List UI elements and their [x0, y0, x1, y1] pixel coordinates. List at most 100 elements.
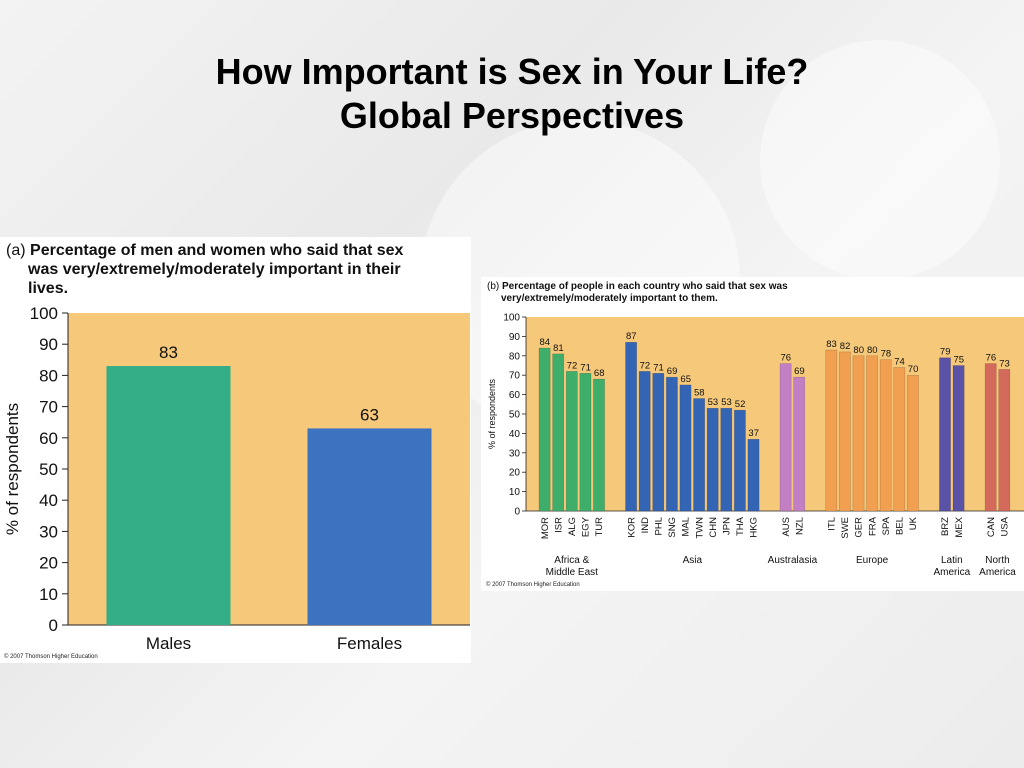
chart-b-category-label: USA [1000, 516, 1011, 536]
chart-b-title: (b) Percentage of people in each country… [487, 281, 1017, 305]
chart-b-data-label: 37 [748, 428, 759, 439]
chart-a-plot: 0 10 20 30 40 50 60 70 80 90 100 % of respondents 83… [3, 304, 470, 653]
chart-b-category-label: JPN [722, 517, 733, 535]
chart-a-bar [307, 428, 432, 625]
chart-a-ytick-label: 70 [39, 398, 58, 417]
chart-b-data-label: 73 [999, 358, 1010, 369]
chart-b-bar [679, 384, 692, 512]
chart-b-data-label: 69 [667, 366, 678, 377]
chart-b-data-label: 69 [794, 366, 805, 377]
chart-b-group-label: Europe [856, 555, 889, 566]
chart-b-data-label: 75 [954, 355, 965, 366]
chart-b-group-label: America [933, 567, 970, 578]
chart-b-title-line1: Percentage of people in each country who… [502, 281, 788, 292]
chart-b-data-label: 87 [626, 331, 637, 342]
chart-b-bar [593, 378, 605, 512]
chart-b-bar [866, 355, 878, 512]
chart-b-category-label: MEX [954, 516, 965, 537]
chart-b-ytick-label: 60 [509, 390, 521, 401]
chart-b-ytick-label: 50 [509, 410, 521, 421]
chart-b-bar [839, 351, 851, 512]
chart-b-category-label: MAL [681, 517, 692, 537]
chart-a-ytick-label: 90 [39, 335, 58, 354]
chart-b-category-label: CHN [708, 517, 719, 538]
chart-b-data-label: 80 [867, 345, 878, 356]
chart-b-bar [852, 355, 865, 512]
chart-b-category-label: IND [640, 517, 651, 534]
chart-b-bar [720, 407, 733, 512]
chart-a-category-label: Males [146, 634, 191, 653]
chart-b-ytick-label: 40 [509, 429, 521, 440]
chart-a-tag: (a) [6, 242, 26, 259]
chart-a-title: (a) Percentage of men and women who said… [6, 241, 468, 298]
chart-a-data-label: 63 [360, 405, 379, 424]
chart-a-ytick-label: 20 [39, 554, 58, 573]
chart-b-bar [652, 373, 665, 512]
chart-b-data-label: 71 [580, 362, 591, 373]
chart-b-group-label: Latin [941, 555, 963, 566]
chart-b-data-label: 71 [653, 362, 664, 373]
chart-b-data-label: 53 [708, 397, 719, 408]
chart-a-credit: © 2007 Thomson Higher Education [4, 654, 98, 660]
chart-b-group-label: Asia [683, 555, 703, 566]
chart-b-bar [734, 409, 746, 512]
chart-b-bar [879, 359, 892, 512]
chart-panel-b: (b) Percentage of people in each country… [481, 277, 1024, 591]
chart-b-category-label: THA [735, 516, 746, 536]
slide-title-line2: Global Perspectives [339, 95, 685, 136]
chart-b-data-label: 72 [567, 360, 578, 371]
chart-a-category-label: Females [337, 634, 402, 653]
chart-b-bar [793, 376, 806, 512]
chart-a-y-axis-label: % of respondents [3, 403, 22, 535]
chart-b-bar [638, 371, 651, 512]
chart-b-ytick-label: 10 [509, 487, 521, 498]
chart-b-bar [666, 376, 678, 512]
chart-a-ytick-label: 30 [39, 522, 58, 541]
chart-a-bar [106, 366, 231, 625]
chart-b-data-label: 76 [986, 353, 997, 364]
chart-b-ytick-label: 20 [509, 468, 521, 479]
chart-a-ytick-label: 0 [49, 616, 58, 635]
chart-b-bar [893, 367, 906, 512]
chart-b-category-label: HKG [749, 517, 760, 538]
chart-b-category-label: SNG [667, 517, 678, 538]
chart-b-category-label: EGY [581, 516, 592, 537]
chart-b-bar [984, 363, 997, 512]
chart-b-category-label: BRZ [940, 517, 951, 536]
chart-b-data-label: 83 [826, 339, 837, 350]
chart-b-data-label: 58 [694, 387, 705, 398]
chart-b-group-label: Africa & [554, 555, 589, 566]
chart-b-bar [952, 365, 965, 512]
chart-b-category-label: AUS [781, 517, 792, 537]
chart-b-group-label: Australasia [768, 555, 818, 566]
chart-b-category-label: SPA [881, 516, 892, 535]
chart-b-ytick-label: 80 [509, 351, 521, 362]
chart-b-credit: © 2007 Thomson Higher Education [486, 582, 580, 588]
chart-b-bar [779, 363, 792, 512]
chart-b-bar [939, 357, 951, 512]
chart-b-title-line2: very/extremely/moderately important to t… [501, 293, 718, 304]
chart-b-ytick-label: 100 [503, 313, 520, 324]
chart-b-y-axis-label: % of respondents [487, 378, 497, 449]
chart-b-group-label: North [985, 555, 1009, 566]
chart-b-data-label: 81 [553, 343, 564, 354]
chart-b-bar [693, 398, 705, 512]
chart-b-data-label: 78 [881, 349, 892, 360]
chart-b-group-label: America [979, 567, 1016, 578]
chart-b-group-label: Middle East [546, 567, 598, 578]
chart-b-category-label: UK [908, 516, 919, 530]
chart-b-category-label: ISR [553, 517, 564, 533]
chart-b-category-label: FRA [867, 516, 878, 536]
chart-b-bar [747, 438, 760, 512]
chart-b-data-label: 84 [540, 337, 551, 348]
chart-b-data-label: 68 [594, 368, 605, 379]
chart-b-data-label: 65 [680, 374, 691, 385]
chart-a-title-line2: was very/extremely/moderately important … [28, 261, 401, 278]
chart-b-category-label: TWN [694, 517, 705, 539]
chart-b-data-label: 52 [735, 399, 746, 410]
slide-title-line1: How Important is Sex in Your Life? [215, 51, 809, 92]
chart-b-category-label: GER [854, 517, 865, 538]
chart-b-plot: 0 10 20 30 40 50 60 70 80 90 100 % of respondents 84… [487, 313, 1024, 578]
chart-b-category-label: ALG [567, 517, 578, 536]
slide-title: How Important is Sex in Your Life? Globa… [0, 50, 1024, 138]
